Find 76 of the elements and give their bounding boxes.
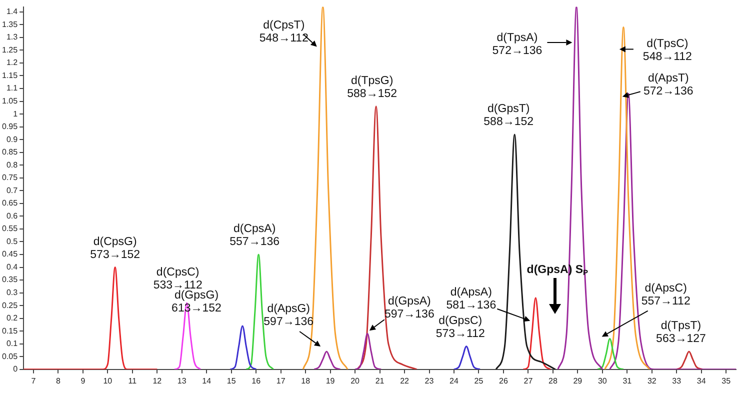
y-tick-label: 0.95 [2,122,18,132]
line-series [453,346,481,370]
y-tick-label: 0.35 [2,275,18,284]
y-tick-label: 0.6 [6,211,18,220]
y-tick-label: 1 [13,109,18,118]
x-tick-label: 14 [202,376,212,386]
x-tick-label: 9 [80,376,86,386]
annotation: d(TpsT) 563→127 [656,320,706,346]
x-tick-label: 30 [598,376,608,386]
x-tick-label: 13 [177,376,187,386]
line-series [522,297,552,370]
y-tick-label: 0.7 [6,186,18,195]
x-tick-label: 19 [326,376,336,386]
y-tick-label: 0.9 [6,134,18,144]
annotation: d(TpsC) 548→112 [642,38,692,63]
y-tick-label: 0.45 [2,250,18,259]
x-tick-label: 25 [474,376,484,386]
y-tick-label: 0.75 [2,173,18,182]
annotation: d(ApsT) 572→136 [643,72,694,98]
annotation: d(TpsG) 588→152 [347,75,398,100]
x-tick-label: 33 [672,376,682,386]
x-tick-label: 34 [696,376,706,386]
x-tick-label: 28 [548,376,558,386]
line-series [596,338,624,370]
annotation: d(CpsT) 548→112 [259,19,308,44]
y-tick-label: 0 [13,364,18,374]
x-tick-label: 20 [350,376,360,386]
annotation: d(CpsG) 573→152 [90,236,140,261]
y-tick-label: 0.1 [6,339,18,348]
x-tick-label: 15 [226,376,236,386]
y-tick-label: 0.15 [2,326,18,336]
x-tick-label: 17 [276,376,286,386]
x-tick-label: 26 [499,376,508,386]
x-tick-label: 27 [524,376,534,386]
y-tick-label: 1.05 [2,96,18,106]
y-tick-label: 1.15 [2,70,18,80]
x-tick-label: 10 [103,376,113,386]
y-tick-label: 0.4 [6,262,18,272]
x-tick-label: 31 [622,376,632,386]
y-tick-label: 1.35 [2,20,18,29]
annotation: d(TpsA) 572→136 [492,32,542,58]
y-tick-label: 1.25 [2,45,18,54]
x-tick-label: 12 [152,376,162,386]
y-tick-label: 0.55 [2,224,18,234]
y-tick-label: 0.8 [6,160,18,170]
y-tick-label: 0.5 [6,236,18,246]
y-tick-label: 0.65 [2,198,18,208]
y-tick-label: 1.4 [6,7,18,16]
line-series [676,350,704,370]
y-tick-label: 1.1 [6,84,18,93]
y-tick-label: 0.2 [6,314,18,323]
x-tick-label: 35 [722,376,732,386]
annotation: d(GpsC) 573→112 [436,315,485,340]
annotation: d(ApsC) 557→112 [641,282,690,308]
annotation: d(CpsA) 557→136 [230,223,280,248]
y-tick-label: 1.3 [6,32,18,42]
x-tick-label: 18 [301,376,311,386]
x-tick-label: 23 [424,376,434,386]
y-tick-label: 0.85 [2,148,18,157]
x-tick-label: 24 [450,376,459,386]
x-tick-label: 22 [400,376,410,386]
line-series [354,332,382,370]
x-tick-label: 16 [252,376,262,386]
x-tick-label: 32 [647,376,657,386]
line-series [313,350,341,370]
y-tick-label: 0.3 [6,288,18,297]
x-tick-label: 29 [573,376,583,386]
y-tick-label: 1.2 [6,58,18,68]
x-tick-label: 21 [375,376,385,386]
x-tick-label: 11 [128,376,138,386]
y-tick-label: 0.05 [2,352,18,361]
y-tick-label: 0.25 [2,300,18,310]
x-tick-label: 7 [31,376,36,386]
line-series [229,325,257,370]
x-tick-label: 8 [56,376,61,386]
annotation: d(GpsT) 588→152 [484,103,534,128]
